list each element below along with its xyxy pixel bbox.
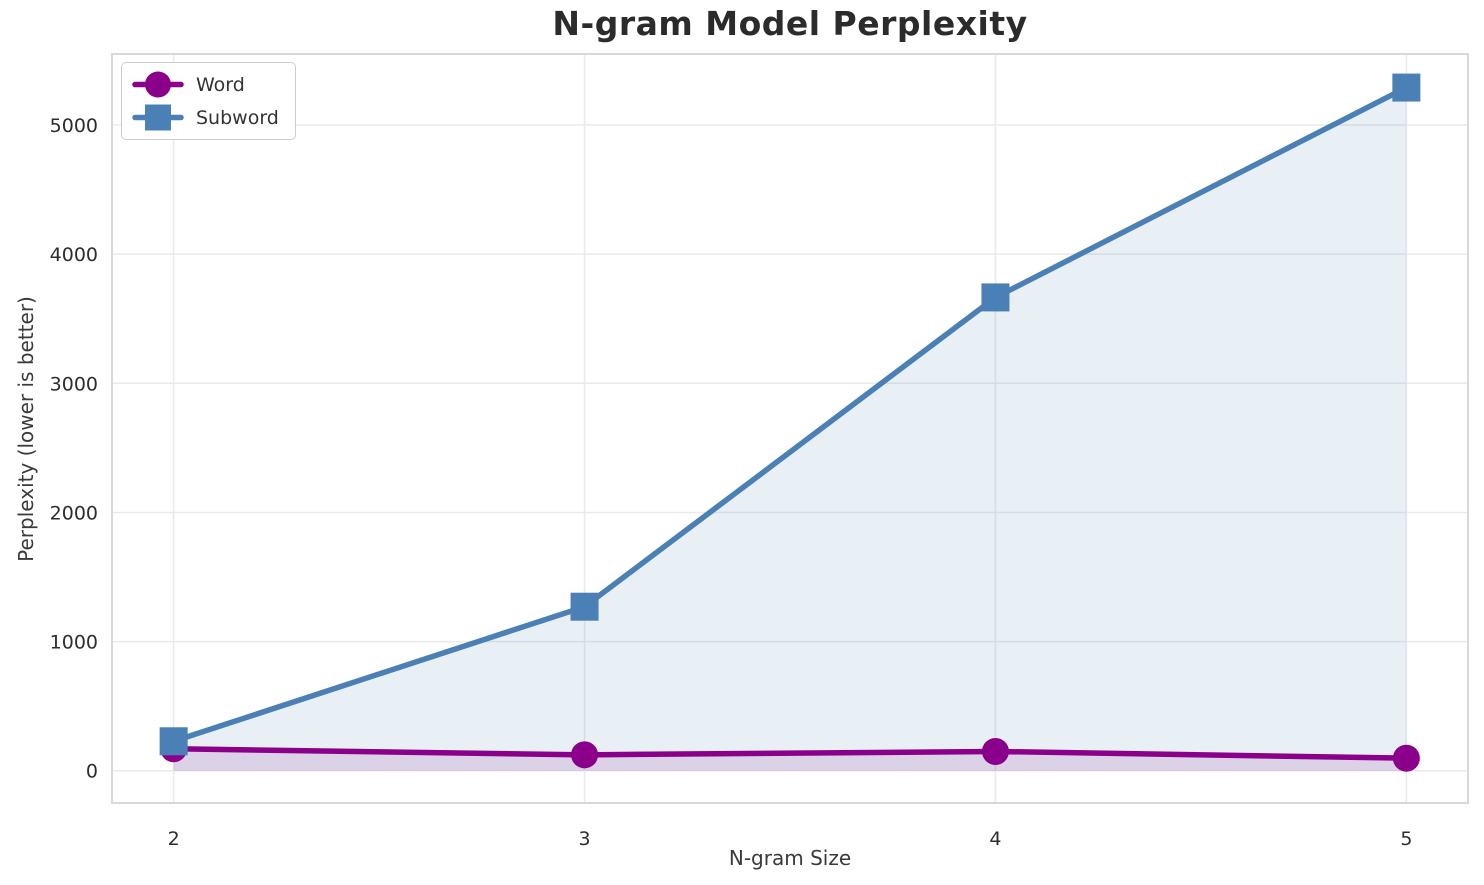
legend-item-word: Word	[132, 69, 279, 100]
data-point-subword-4	[981, 283, 1010, 312]
x-tick-label: 4	[989, 828, 1001, 850]
y-tick-label: 2000	[50, 502, 98, 524]
y-tick-label: 0	[86, 761, 98, 783]
series-fill-subword	[173, 87, 1407, 771]
x-axis-title: N-gram Size	[728, 846, 852, 870]
x-tick-label: 2	[168, 828, 180, 850]
chart-title: N-gram Model Perplexity	[552, 4, 1028, 43]
legend-label: Subword	[196, 106, 279, 129]
x-tick-label: 5	[1400, 828, 1412, 850]
plot-border	[111, 53, 1469, 804]
y-tick-label: 4000	[50, 244, 98, 266]
plot-background	[112, 54, 1468, 803]
legend-marker-square-icon	[132, 104, 184, 131]
series-line-word	[170, 746, 1410, 761]
data-point-subword-3	[570, 592, 599, 621]
legend-label: Word	[196, 73, 245, 96]
data-point-subword-5	[1392, 73, 1421, 102]
y-tick-label: 5000	[50, 115, 98, 137]
series-line-subword	[170, 84, 1410, 745]
data-point-word-4	[981, 737, 1009, 765]
legend-marker-circle-icon	[132, 71, 184, 98]
legend: Word Subword	[121, 62, 296, 140]
y-axis-title: Perplexity (lower is better)	[14, 296, 38, 562]
y-tick-label: 1000	[50, 632, 98, 654]
data-point-subword-2	[159, 727, 188, 756]
x-tick-label: 3	[578, 828, 590, 850]
y-tick-label: 3000	[50, 373, 98, 395]
legend-item-subword: Subword	[132, 102, 279, 133]
data-point-word-5	[1392, 744, 1420, 772]
data-point-word-3	[571, 741, 599, 769]
